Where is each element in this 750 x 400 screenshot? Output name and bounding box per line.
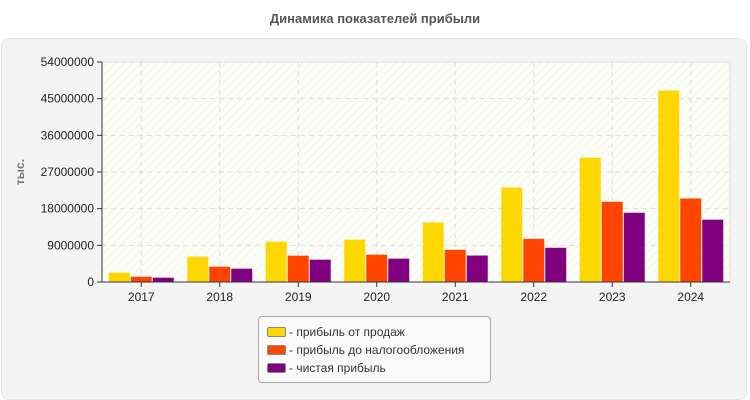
bar-2-2017	[152, 277, 174, 282]
y-tick-label: 36000000	[41, 128, 95, 142]
x-tick-label: 2019	[285, 290, 312, 304]
legend-swatch	[267, 345, 286, 355]
x-tick-label: 2020	[363, 290, 390, 304]
legend-swatch	[267, 327, 286, 337]
bar-2-2019	[309, 259, 331, 282]
x-tick-label: 2021	[442, 290, 469, 304]
y-tick-label: 9000000	[47, 238, 94, 252]
bar-0-2021	[422, 222, 444, 282]
bar-0-2018	[187, 256, 209, 282]
legend-label: - чистая прибыль	[289, 361, 386, 375]
bar-2-2023	[623, 212, 645, 282]
bar-2-2022	[545, 247, 567, 282]
legend-item[interactable]: - прибыль от продаж	[267, 323, 490, 341]
y-tick-label: 27000000	[41, 165, 95, 179]
y-tick-label: 54000000	[41, 55, 95, 69]
bar-2-2024	[702, 219, 724, 282]
bar-2-2018	[231, 268, 253, 282]
bar-1-2020	[366, 254, 388, 282]
bar-1-2018	[209, 266, 231, 282]
x-tick-label: 2017	[128, 290, 155, 304]
x-tick-label: 2023	[599, 290, 626, 304]
x-tick-label: 2018	[206, 290, 233, 304]
bar-1-2024	[680, 198, 702, 282]
y-tick-label: 45000000	[41, 92, 95, 106]
bar-0-2019	[265, 241, 287, 282]
legend-label: - прибыль от продаж	[289, 325, 405, 339]
bar-0-2023	[579, 157, 601, 282]
legend: - прибыль от продаж - прибыль до налогооб…	[258, 316, 491, 383]
bar-2-2021	[466, 255, 488, 282]
bar-0-2020	[344, 239, 366, 282]
bar-1-2019	[287, 255, 309, 282]
legend-swatch	[267, 363, 286, 373]
bar-0-2017	[108, 272, 130, 282]
legend-item[interactable]: - прибыль до налогообложения	[267, 341, 490, 359]
y-axis-label: тыс.	[13, 159, 27, 185]
chart-title: Динамика показателей прибыли	[269, 11, 481, 26]
bar-1-2021	[444, 249, 466, 282]
legend-label: - прибыль до налогообложения	[289, 343, 465, 357]
bar-2-2020	[388, 258, 410, 282]
bar-1-2022	[523, 238, 545, 282]
y-tick-label: 0	[87, 275, 94, 289]
bar-1-2017	[130, 276, 152, 282]
y-tick-label: 18000000	[41, 202, 95, 216]
x-tick-label: 2024	[677, 290, 704, 304]
legend-item[interactable]: - чистая прибыль	[267, 359, 490, 377]
bar-1-2023	[601, 201, 623, 282]
bar-0-2024	[658, 90, 680, 282]
bar-0-2022	[501, 187, 523, 282]
x-tick-label: 2022	[520, 290, 547, 304]
